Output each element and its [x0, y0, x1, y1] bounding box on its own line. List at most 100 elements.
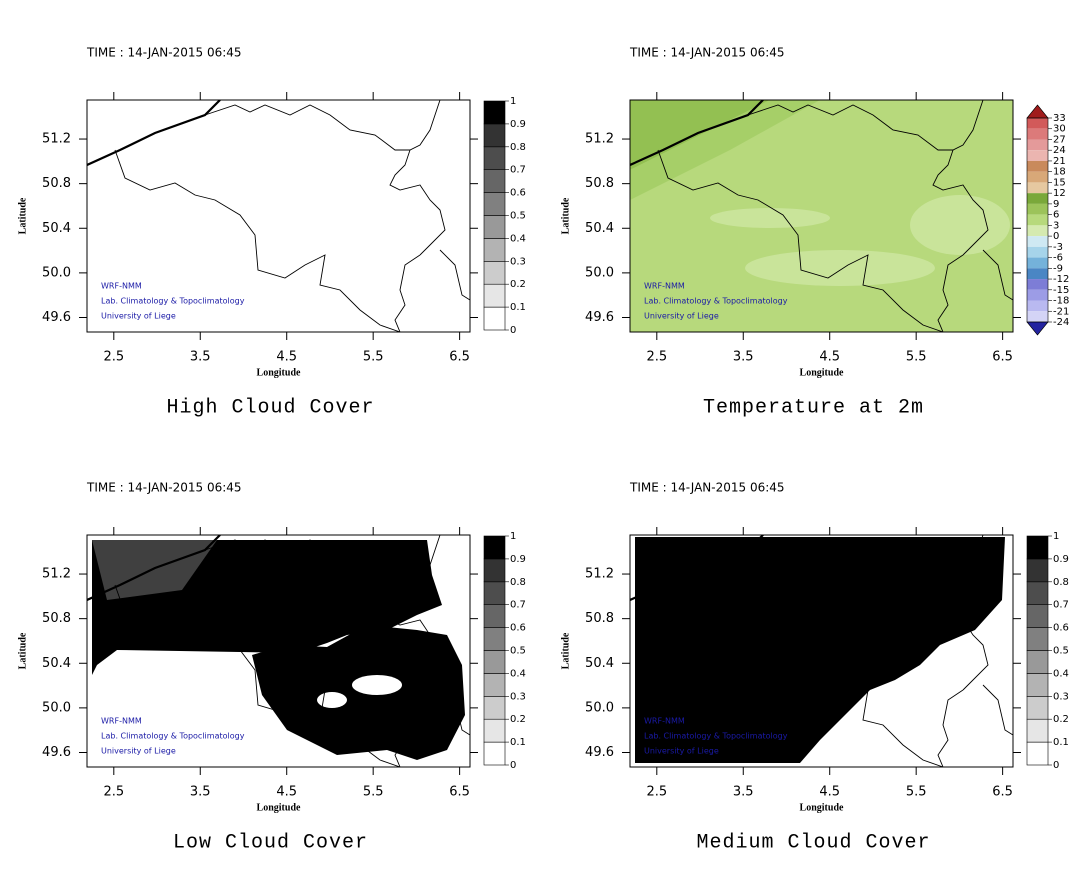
colorbar-tick-label: 30 — [1053, 124, 1066, 135]
panel: TIME : 14-JAN-2015 06:45 2.5 3.5 4.5 5.5 6.5 4… — [560, 46, 1069, 420]
panel-title: Temperature at 2m — [703, 396, 924, 419]
colorbar-tick-label: 0.1 — [510, 737, 526, 748]
credit: WRF-NMM — [644, 282, 685, 291]
field-area — [92, 540, 217, 600]
colorbar-tick-label: 0.1 — [510, 302, 526, 313]
colorbar-tick-label: 0.6 — [510, 623, 526, 634]
colorbar-tick-label: 24 — [1053, 145, 1066, 156]
colorbar-swatch — [1027, 193, 1048, 204]
map-field — [630, 535, 1013, 767]
map-field — [630, 100, 1013, 332]
colorbar-tick-label: 9 — [1053, 199, 1059, 210]
colorbar-swatch — [483, 238, 506, 262]
time-label: TIME : 14-JAN-2015 06:45 — [629, 46, 785, 60]
colorbar-tick-label: 0.9 — [1053, 554, 1069, 565]
y-tick-label: 50.4 — [585, 221, 614, 236]
field-area — [745, 250, 935, 286]
time-label: TIME : 14-JAN-2015 06:45 — [629, 481, 785, 495]
colorbar-swatch — [483, 192, 506, 216]
colorbar-swatch — [483, 627, 506, 651]
colorbar-swatch — [1027, 268, 1048, 280]
colorbar-swatch — [483, 169, 506, 193]
x-tick-label: 3.5 — [190, 785, 211, 800]
field-area — [910, 195, 1010, 255]
colorbar-tick-label: 0.4 — [510, 668, 526, 679]
colorbar-tick-label: 0.3 — [1053, 691, 1069, 702]
colorbar-tick-label: 27 — [1053, 134, 1066, 145]
colorbar-tick-label: -12 — [1053, 274, 1069, 285]
colorbar-tick-label: -24 — [1053, 317, 1069, 328]
credit: University of Liege — [644, 747, 719, 756]
y-tick-label: 51.2 — [585, 132, 614, 147]
coastline — [87, 535, 221, 602]
x-axis-label: Longitude — [257, 367, 301, 378]
x-tick-label: 4.5 — [276, 785, 297, 800]
coastline — [630, 535, 764, 602]
y-tick-label: 51.2 — [42, 567, 71, 582]
colorbar-swatch — [483, 581, 506, 605]
border — [982, 249, 1013, 301]
credit: Lab. Climatology & Topoclimatology — [101, 297, 245, 306]
colorbar-swatch — [1027, 171, 1048, 183]
border — [747, 535, 984, 586]
x-tick-label: 4.5 — [819, 350, 840, 365]
y-tick-label: 50.0 — [42, 265, 71, 280]
time-label: TIME : 14-JAN-2015 06:45 — [86, 481, 242, 495]
colorbar-tick-label: 0 — [1053, 760, 1059, 771]
x-axis-label: Longitude — [800, 367, 844, 378]
colorbar-swatch — [483, 215, 506, 239]
colorbar-tick-label: 0.5 — [1053, 646, 1069, 657]
colorbar-swatch — [1027, 203, 1048, 215]
colorbar-tick-label: 0.8 — [510, 142, 526, 153]
colorbar-swatch — [1027, 214, 1048, 226]
colorbar-tick-label: 12 — [1053, 188, 1066, 199]
x-tick-label: 5.5 — [363, 350, 384, 365]
map-field — [87, 100, 470, 332]
border — [389, 149, 446, 256]
colorbar-frame — [1026, 117, 1049, 323]
colorbar-swatch — [1027, 182, 1048, 194]
border — [937, 254, 964, 332]
colorbar-swatch — [1027, 128, 1048, 140]
plot-frame — [629, 534, 1014, 768]
colorbar-tick-label: 0.8 — [1053, 577, 1069, 588]
colorbar-swatch — [483, 100, 506, 125]
colorbar-tick-label: 0.4 — [1053, 668, 1069, 679]
colorbar-swatch — [483, 695, 506, 720]
field-area — [710, 208, 830, 228]
colorbar-tick-label: 18 — [1053, 167, 1066, 178]
colorbar-tick-label: 0.5 — [510, 211, 526, 222]
colorbar-swatch — [1027, 236, 1048, 247]
colorbar-swatch — [483, 650, 506, 674]
border — [389, 584, 446, 691]
x-tick-label: 6.5 — [992, 785, 1013, 800]
border — [439, 249, 470, 301]
x-axis-label: Longitude — [257, 802, 301, 813]
plot-frame — [86, 99, 471, 333]
colorbar-swatch — [1027, 246, 1048, 258]
panel-title: Low Cloud Cover — [173, 831, 368, 854]
border — [204, 100, 441, 151]
colorbar-tick-label: 0.2 — [510, 279, 526, 290]
border — [394, 254, 421, 332]
colorbar-swatch — [483, 123, 506, 148]
y-tick-label: 49.6 — [585, 310, 614, 325]
colorbar-swatch — [1026, 604, 1049, 628]
colorbar-swatch — [483, 146, 506, 171]
y-tick-label: 50.0 — [585, 265, 614, 280]
credit: WRF-NMM — [644, 717, 685, 726]
colorbar-tick-label: -9 — [1053, 263, 1063, 274]
colorbar-swatch — [483, 558, 506, 583]
time-label: TIME : 14-JAN-2015 06:45 — [86, 46, 242, 60]
y-tick-label: 50.8 — [585, 611, 614, 626]
colorbar-tick-label: 0.9 — [510, 554, 526, 565]
colorbar-tick-label: 0.2 — [510, 714, 526, 725]
x-tick-label: 2.5 — [646, 785, 667, 800]
colorbar-tick-label: 0.2 — [1053, 714, 1069, 725]
border — [657, 149, 944, 332]
credit: Lab. Climatology & Topoclimatology — [644, 297, 788, 306]
credit: University of Liege — [101, 747, 176, 756]
colorbar-tick-label: 15 — [1053, 177, 1066, 188]
colorbar-swatch — [1027, 160, 1048, 172]
